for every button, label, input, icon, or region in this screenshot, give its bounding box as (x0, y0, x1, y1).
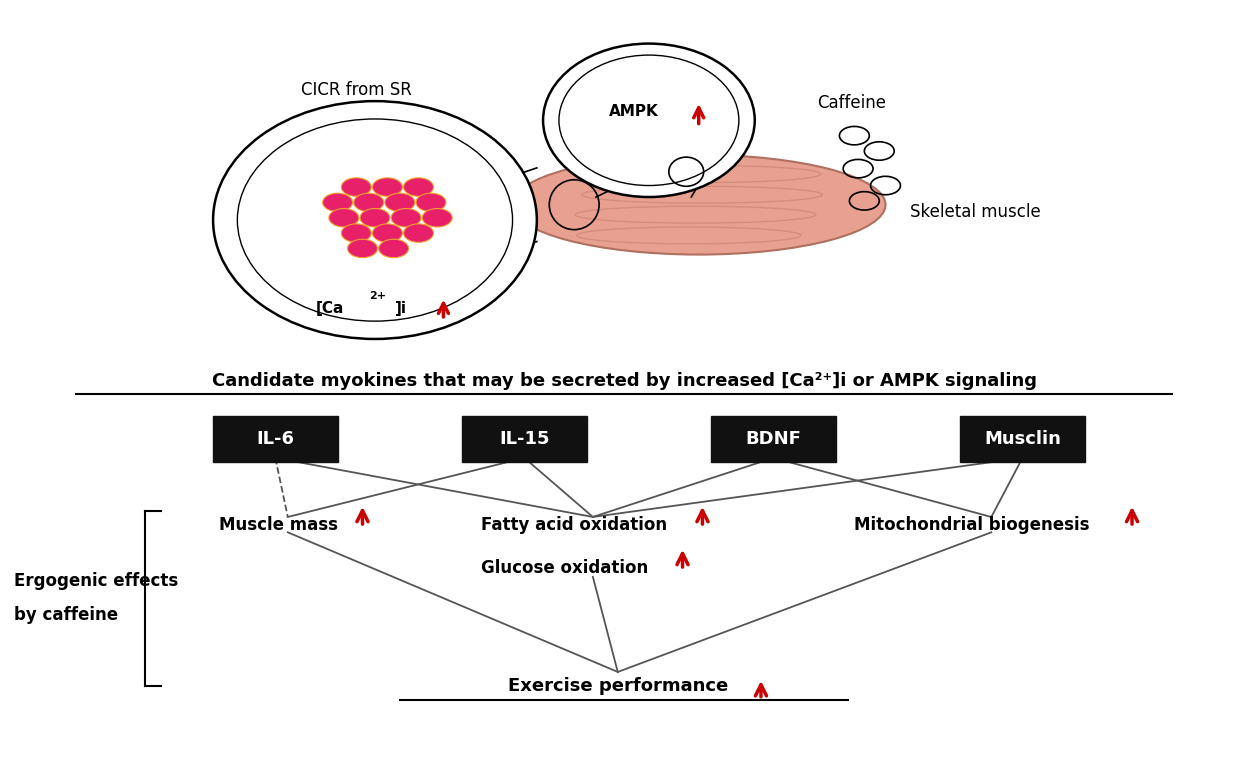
FancyBboxPatch shape (213, 416, 338, 462)
Text: Caffeine: Caffeine (817, 94, 886, 112)
Text: Exercise performance: Exercise performance (508, 677, 728, 695)
Text: AMPK: AMPK (609, 104, 659, 119)
Circle shape (403, 178, 433, 196)
Text: Musclin: Musclin (983, 430, 1061, 447)
Circle shape (372, 178, 402, 196)
Circle shape (416, 193, 446, 212)
Ellipse shape (213, 101, 537, 339)
Text: 2+: 2+ (368, 290, 386, 300)
Text: Candidate myokines that may be secreted by increased [Ca²⁺]i or AMPK signaling: Candidate myokines that may be secreted … (211, 372, 1037, 390)
Circle shape (329, 209, 358, 227)
Text: [Ca: [Ca (316, 301, 344, 316)
Ellipse shape (543, 44, 755, 197)
Text: Fatty acid oxidation: Fatty acid oxidation (480, 516, 666, 534)
Circle shape (347, 239, 377, 258)
Text: BDNF: BDNF (745, 430, 801, 447)
Text: CICR from SR: CICR from SR (301, 81, 412, 99)
Circle shape (384, 193, 414, 212)
FancyBboxPatch shape (462, 416, 587, 462)
Ellipse shape (512, 155, 886, 255)
Text: IL-15: IL-15 (499, 430, 549, 447)
Circle shape (403, 224, 433, 243)
Circle shape (342, 224, 371, 243)
FancyBboxPatch shape (711, 416, 836, 462)
Ellipse shape (559, 55, 739, 186)
Circle shape (359, 209, 389, 227)
Circle shape (372, 224, 402, 243)
Text: Ergogenic effects: Ergogenic effects (14, 572, 178, 591)
Text: by caffeine: by caffeine (14, 606, 119, 624)
Circle shape (391, 209, 421, 227)
Text: Glucose oxidation: Glucose oxidation (480, 558, 648, 577)
Text: ]i: ]i (394, 301, 407, 316)
Text: Muscle mass: Muscle mass (220, 516, 338, 534)
Ellipse shape (237, 119, 513, 321)
Text: IL-6: IL-6 (256, 430, 295, 447)
Circle shape (422, 209, 452, 227)
Circle shape (378, 239, 408, 258)
Circle shape (342, 178, 371, 196)
Circle shape (323, 193, 352, 212)
Circle shape (353, 193, 383, 212)
Text: Mitochondrial biogenesis: Mitochondrial biogenesis (855, 516, 1090, 534)
FancyBboxPatch shape (960, 416, 1085, 462)
Text: Skeletal muscle: Skeletal muscle (910, 203, 1041, 222)
